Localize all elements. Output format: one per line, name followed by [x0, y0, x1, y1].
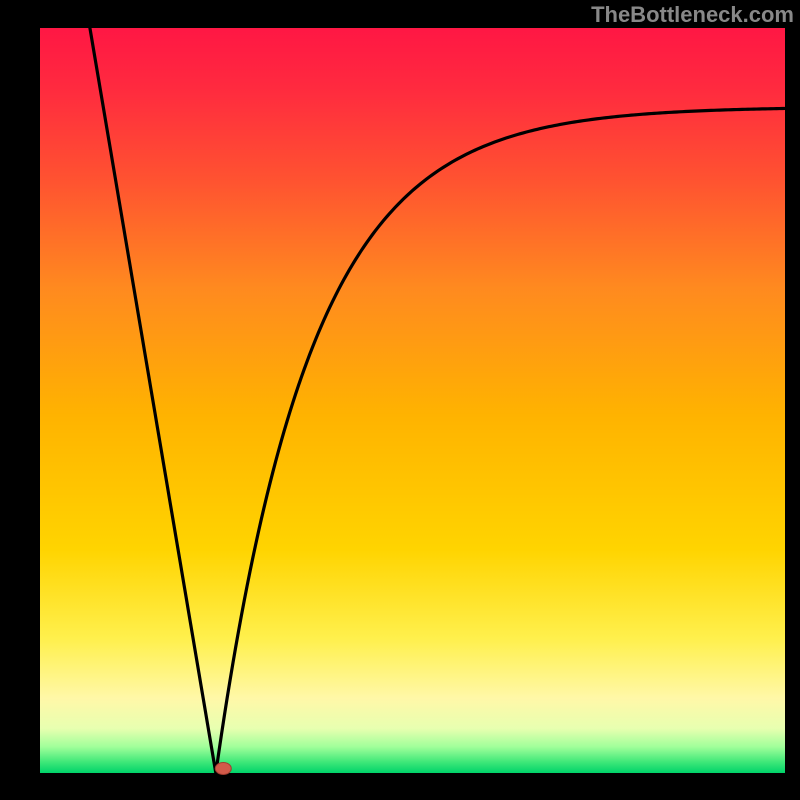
- watermark-text: TheBottleneck.com: [591, 2, 794, 28]
- chart-container: TheBottleneck.com: [0, 0, 800, 800]
- chart-svg: [0, 0, 800, 800]
- curve-min-marker: [215, 763, 231, 775]
